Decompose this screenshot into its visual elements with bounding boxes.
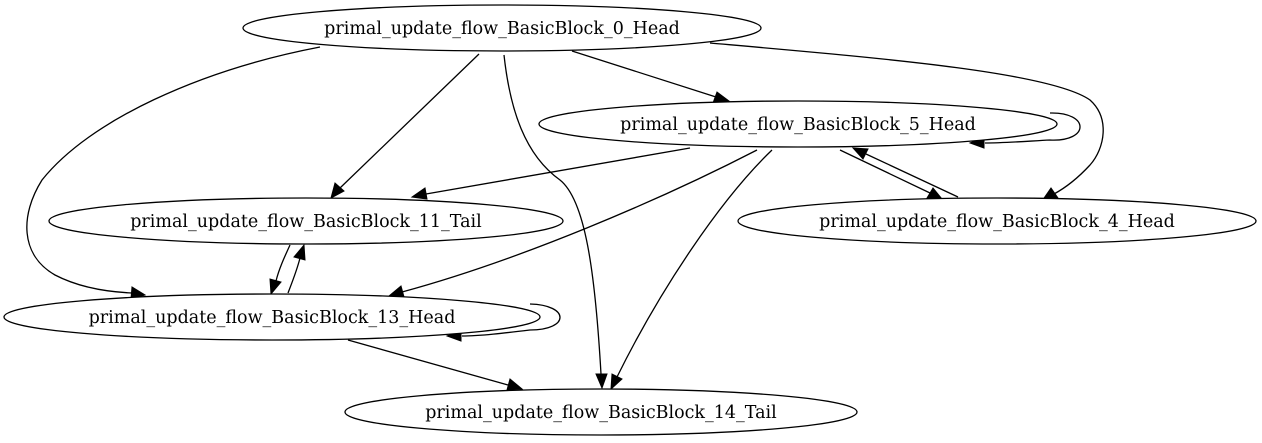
node-bb4: primal_update_flow_BasicBlock_4_Head <box>737 197 1257 245</box>
node-label-bb4: primal_update_flow_BasicBlock_4_Head <box>819 212 1175 232</box>
node-label-bb5: primal_update_flow_BasicBlock_5_Head <box>620 115 976 135</box>
edge-bb4-to-bb5 <box>851 147 959 198</box>
edge-bb11-to-bb13 <box>269 244 291 296</box>
edge-bb5-to-bb13 <box>387 149 758 298</box>
edge-bb0-to-bb5 <box>571 50 731 104</box>
edge-bb0-to-bb13 <box>26 46 321 300</box>
edge-bb0-to-bb14 <box>503 54 608 390</box>
node-bb14: primal_update_flow_BasicBlock_14_Tail <box>344 388 858 436</box>
edge-bb5-to-bb11 <box>410 147 691 200</box>
node-label-bb13: primal_update_flow_BasicBlock_13_Head <box>89 308 456 328</box>
node-bb13: primal_update_flow_BasicBlock_13_Head <box>3 293 541 341</box>
graph-edges <box>26 42 1104 391</box>
edge-bb5-to-bb4 <box>839 149 944 200</box>
node-label-bb11: primal_update_flow_BasicBlock_11_Tail <box>130 212 482 232</box>
edge-bb13-to-bb14 <box>347 339 524 391</box>
graph-nodes: primal_update_flow_BasicBlock_0_Head pri… <box>3 4 1257 436</box>
node-bb5: primal_update_flow_BasicBlock_5_Head <box>538 100 1058 148</box>
node-label-bb14: primal_update_flow_BasicBlock_14_Tail <box>425 403 777 423</box>
node-label-bb0: primal_update_flow_BasicBlock_0_Head <box>324 19 680 39</box>
edge-bb13-to-bb11 <box>287 243 306 294</box>
edge-bb5-to-bb14 <box>610 149 773 391</box>
node-bb0: primal_update_flow_BasicBlock_0_Head <box>242 4 762 52</box>
edge-bb0-to-bb11 <box>330 53 480 199</box>
node-bb11: primal_update_flow_BasicBlock_11_Tail <box>48 197 564 245</box>
